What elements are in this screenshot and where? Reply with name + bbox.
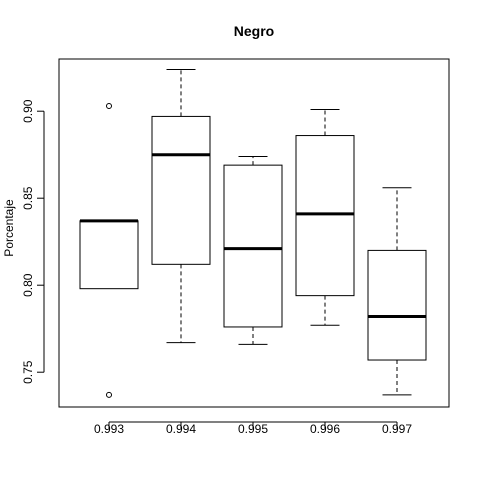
y-tick-label: 0.80 (21, 273, 35, 297)
y-tick-label: 0.85 (21, 186, 35, 210)
x-tick-label: 0.997 (382, 422, 412, 436)
iqr-box (223, 164, 283, 328)
x-tick-label: 0.994 (166, 422, 196, 436)
x-tick-label: 0.993 (94, 422, 124, 436)
box-0.997 (367, 187, 427, 396)
box-0.993 (79, 102, 139, 398)
y-axis-label: Porcentaje (2, 199, 16, 257)
iqr-box (79, 220, 139, 290)
box-0.996 (295, 108, 355, 326)
iqr-box (151, 115, 211, 265)
iqr-box (367, 249, 427, 361)
chart-title: Negro (234, 23, 274, 39)
outlier-point (106, 391, 112, 398)
x-tick-label: 0.995 (238, 422, 268, 436)
y-tick-label: 0.75 (21, 360, 35, 384)
box-0.995 (223, 155, 283, 345)
x-tick-label: 0.996 (310, 422, 340, 436)
outlier-point (106, 102, 112, 109)
y-tick-label: 0.90 (21, 99, 35, 123)
box-0.994 (151, 68, 211, 344)
plot-frame (58, 58, 450, 408)
iqr-box (295, 135, 355, 297)
